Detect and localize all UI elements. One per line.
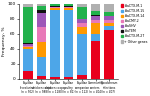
Bar	[50, 10, 60, 77]
Bar	[37, 27, 46, 42]
Bar	[64, 4, 73, 6]
Bar	[77, 27, 87, 34]
Bar	[50, 4, 60, 6]
Bar	[23, 44, 33, 46]
Bar	[104, 16, 114, 20]
Bar	[91, 15, 100, 16]
Bar	[23, 71, 33, 79]
Bar	[23, 7, 33, 43]
Bar	[104, 20, 114, 23]
Bar	[37, 4, 46, 6]
Bar	[37, 6, 46, 10]
Bar	[50, 6, 60, 7]
Bar	[64, 8, 73, 10]
Bar	[50, 7, 60, 8]
Bar	[91, 20, 100, 23]
Bar	[91, 11, 100, 15]
Legend: blaCTX-M-1, blaCTX-M-15, blaCTX-M-14, blaCMY-2, blaSHV, blaTEM, blaCTX-M-27, + O: blaCTX-M-1, blaCTX-M-15, blaCTX-M-14, bl…	[121, 4, 148, 43]
Bar	[91, 16, 100, 20]
Bar	[77, 75, 87, 79]
Bar	[104, 12, 114, 16]
Bar	[37, 57, 46, 76]
Bar	[23, 43, 33, 44]
Bar	[64, 10, 73, 77]
Bar	[64, 77, 73, 79]
Bar	[104, 26, 114, 30]
Bar	[23, 49, 33, 71]
Bar	[104, 23, 114, 26]
Bar	[37, 10, 46, 13]
Bar	[50, 8, 60, 10]
Bar	[37, 76, 46, 79]
Bar	[50, 77, 60, 79]
Bar	[64, 7, 73, 8]
Bar	[37, 13, 46, 27]
Bar	[104, 4, 114, 12]
Bar	[91, 4, 100, 11]
Bar	[64, 6, 73, 7]
Bar	[77, 19, 87, 23]
Bar	[77, 23, 87, 27]
Bar	[77, 7, 87, 19]
Bar	[91, 34, 100, 41]
Bar	[91, 23, 100, 34]
Bar	[104, 30, 114, 79]
Y-axis label: Frequency, %: Frequency, %	[2, 26, 6, 56]
Bar	[91, 41, 100, 79]
Bar	[23, 46, 33, 47]
Bar	[23, 4, 33, 7]
Bar	[77, 4, 87, 7]
Bar	[37, 42, 46, 57]
Bar	[23, 47, 33, 49]
Bar	[77, 34, 87, 75]
